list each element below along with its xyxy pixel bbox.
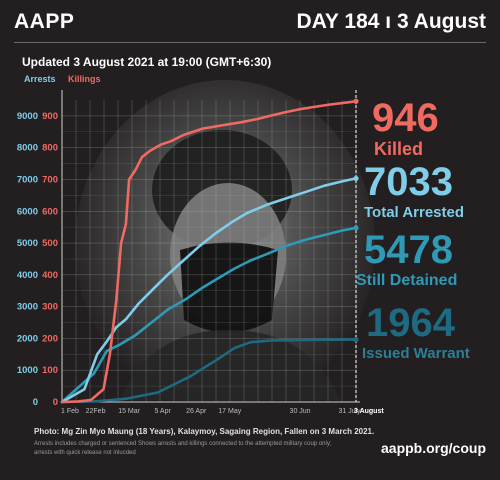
y-left-tick-label: 3000: [17, 302, 38, 313]
y-right-tick-label: 800: [42, 143, 58, 154]
y-right-tick-label: 600: [42, 206, 58, 217]
y-left-tick-label: 9000: [17, 111, 38, 122]
stat-still-detained-value: 5478: [364, 228, 453, 272]
y-left-tick-label: 4000: [17, 270, 38, 281]
x-tick-label: 26 Apr: [186, 408, 207, 415]
arrests-axis-title: Arrests: [24, 74, 56, 84]
series-line-killings: [60, 100, 358, 404]
x-tick-label: 15 Mar: [118, 408, 140, 415]
series-line-total-arrested: [60, 177, 358, 404]
day-counter: DAY 184 ı 3 August: [296, 10, 486, 33]
stat-killed-label: Killed: [374, 139, 424, 159]
chart-series: [60, 98, 359, 404]
y-left-tick-label: 6000: [17, 206, 38, 217]
series-end-point: [353, 336, 359, 343]
x-tick-label: 1 Feb: [61, 408, 79, 415]
y-right-tick-label: 900: [42, 111, 58, 122]
portrait-photo: [75, 80, 375, 410]
series-line-issued-warrant: [60, 338, 358, 404]
series-end-point: [353, 175, 359, 182]
killings-axis-title: Killings: [68, 74, 101, 84]
y-right-tick-label: 500: [42, 238, 58, 249]
x-tick-label: 3 August: [354, 408, 384, 415]
updated-timestamp: Updated 3 August 2021 at 19:00 (GMT+6:30…: [22, 55, 272, 69]
website-link[interactable]: aappb.org/coup: [381, 440, 486, 456]
y-left-tick-label: 1000: [17, 365, 38, 376]
aapp-logo: AAPP: [14, 10, 75, 33]
stat-issued-warrant-label: Issued Warrant: [362, 345, 470, 362]
stat-total-arrested-value: 7033: [364, 160, 453, 204]
series-end-point: [353, 98, 359, 104]
x-tick-label: 22Feb: [86, 408, 106, 415]
y-left-tick-label: 8000: [17, 143, 38, 154]
y-right-tick-label: 100: [42, 365, 58, 376]
chart-grid: [61, 100, 357, 403]
y-right-tick-label: 200: [42, 333, 58, 344]
stat-killed-value: 946: [372, 96, 439, 140]
x-tick-label: 5 Apr: [154, 408, 171, 415]
y-left-tick-label: 7000: [17, 174, 38, 185]
series-line-still-detained: [60, 226, 358, 404]
series-end-point: [353, 225, 359, 231]
stat-total-arrested-label: Total Arrested: [364, 204, 465, 221]
y-right-tick-label: 400: [42, 270, 58, 281]
stat-issued-warrant-value: 1964: [366, 301, 455, 345]
footnote: Arrests includes charged or sentenced Sh…: [34, 441, 332, 456]
x-tick-label: 30 Jun: [290, 408, 311, 415]
y-left-tick-label: 5000: [17, 238, 38, 249]
x-tick-label: 17 May: [218, 408, 241, 415]
chart-axes: 0 0 1000 100 2000 200 3000 300 4000 400 5000 500 600…: [17, 90, 384, 415]
photo-credit: Photo: Mg Zin Myo Maung (18 Years), Kala…: [34, 427, 375, 436]
y-left-tick-label: 2000: [17, 333, 38, 344]
x-tick-label: 31 July: [339, 408, 362, 415]
stat-still-detained-label: Still Detained: [356, 272, 458, 289]
y-right-tick-label: 300: [42, 302, 58, 313]
y-left-tick-label: 0: [33, 397, 38, 408]
header-divider: [14, 42, 486, 43]
y-right-tick-label: 700: [42, 174, 58, 185]
y-right-tick-label: 0: [53, 397, 58, 408]
